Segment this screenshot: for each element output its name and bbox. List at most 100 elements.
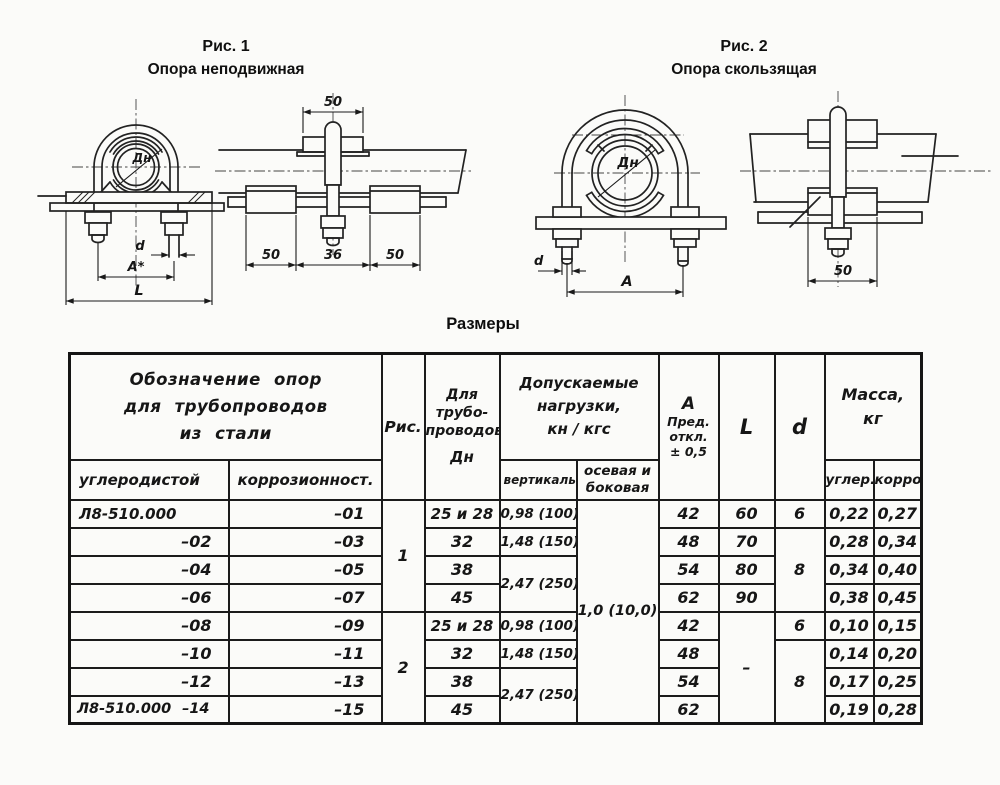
cell-carbon: –10 [68, 638, 230, 669]
cell-vert: 1,48 (150) [498, 638, 578, 669]
fig1-side-drawing: 50 50 36 50 [215, 93, 471, 271]
cell-a: 54 [657, 554, 720, 585]
cell-l: – [717, 610, 776, 725]
fig2-dim-d: d [534, 254, 544, 269]
cell-carbon: –12 [68, 666, 230, 697]
cell-corr: –13 [227, 666, 383, 697]
cell-carbon: –04 [68, 554, 230, 585]
cell-corr: –11 [227, 638, 383, 669]
cell-mass-carbon: 0,19 [823, 694, 875, 725]
cell-mass-carbon: 0,38 [823, 582, 875, 613]
cell-vert: 2,47 (250) [498, 554, 578, 613]
cell-mass-carbon: 0,34 [823, 554, 875, 585]
cell-vert: 0,98 (100) [498, 610, 578, 641]
cell-d: 8 [773, 638, 826, 725]
header-loads: Допускаемые нагрузки, кн / кгс [498, 352, 660, 461]
cell-mass-corr: 0,15 [872, 610, 923, 641]
fig2-dn-label: Дн [616, 155, 638, 171]
cell-vert: 1,48 (150) [498, 526, 578, 557]
cell-dn: 32 [423, 526, 501, 557]
fig2-side-drawing: 50 [740, 91, 992, 287]
dimensions-table: Обозначение опор для трубопроводов из ст… [68, 352, 924, 725]
bolt [824, 106, 852, 258]
cell-d: 6 [773, 610, 826, 641]
cell-carbon: –08 [68, 610, 230, 641]
table-row: –02 –03 32 1,48 (150) 48 70 8 0,28 0,34 [68, 526, 923, 613]
table-row: –04 –05 38 2,47 (250) 54 80 0,34 0,40 [68, 554, 923, 613]
cell-carbon: –02 [68, 526, 230, 557]
fig1-dim-d: d [135, 239, 145, 254]
fig1-dim-b36: 36 [324, 248, 342, 263]
cell-carbon: Л8-510.000 [68, 498, 230, 529]
cell-mass-carbon: 0,17 [823, 666, 875, 697]
fig2-caption-title: Опора скользящая [671, 61, 817, 78]
cell-a: 62 [657, 694, 720, 725]
fig1-dim-top50: 50 [324, 95, 342, 110]
nuts-and-bolts [84, 211, 188, 258]
fig1-caption: Рис. 1 Опора неподвижная [76, 38, 376, 79]
cell-mass-corr: 0,34 [872, 526, 923, 557]
header-axial-load: осевая и боковая [575, 458, 660, 501]
cell-l: 60 [717, 498, 776, 529]
cell-carbon: Л8-510.000 –14 [68, 694, 230, 725]
table-row: –06 –07 45 62 90 0,38 0,45 [68, 582, 923, 613]
cell-a: 62 [657, 582, 720, 613]
cell-l: 90 [717, 582, 776, 613]
cell-axial: 1,0 (10,0) [575, 498, 660, 725]
nuts-and-bolts [552, 206, 700, 267]
header-corrosion: коррозионност. [227, 458, 383, 501]
cell-dn: 25 и 28 [423, 498, 501, 529]
cell-mass-corr: 0,45 [872, 582, 923, 613]
cell-mass-carbon: 0,22 [823, 498, 875, 529]
header-d: d [773, 352, 826, 501]
cell-mass-corr: 0,28 [872, 694, 923, 725]
fig2-front-dimensions: Дн d A [534, 149, 684, 297]
cell-carbon-series: Л8-510.000 [77, 701, 172, 718]
cell-mass-corr: 0,40 [872, 554, 923, 585]
cell-carbon-suffix: –14 [182, 701, 210, 718]
cell-vert: 0,98 (100) [498, 498, 578, 529]
cell-fig: 1 [380, 498, 426, 613]
header-l: L [717, 352, 776, 501]
fig1-dim-l: L [134, 283, 143, 299]
fig1-front-drawing: Дн d A* L [37, 99, 225, 305]
cell-dn: 25 и 28 [423, 610, 501, 641]
cell-a: 54 [657, 666, 720, 697]
fig1-front-dimensions: Дн d A* L [65, 148, 213, 305]
cell-corr: –05 [227, 554, 383, 585]
cell-corr: –07 [227, 582, 383, 613]
table-row: Л8-510.000 –01 1 25 и 28 0,98 (100) 1,0 … [68, 498, 923, 725]
cell-dn: 45 [423, 582, 501, 613]
cell-a: 42 [657, 498, 720, 529]
cell-mass-carbon: 0,14 [823, 638, 875, 669]
cell-corr: –09 [227, 610, 383, 641]
header-vertical-load: вертикальн [498, 458, 578, 501]
fig2-side-dimensions: 50 [807, 217, 878, 287]
cell-a: 48 [657, 526, 720, 557]
cell-carbon: –06 [68, 582, 230, 613]
table-row: Л8-510.000 –14 –15 45 62 0,19 0,28 [68, 694, 923, 725]
header-mass-carbon: углер. [823, 458, 875, 501]
cell-corr: –01 [227, 498, 383, 529]
header-a: А Пред. откл. ± 0,5 [657, 352, 720, 501]
cell-mass-carbon: 0,28 [823, 526, 875, 557]
cell-fig: 2 [380, 610, 426, 725]
header-carbon: углеродистой [68, 458, 230, 501]
cell-dn: 38 [423, 554, 501, 585]
header-designation: Обозначение опор для трубопроводов из ст… [68, 352, 383, 461]
fig1-dim-a: A* [127, 260, 145, 275]
fig1-dn-label: Дн [132, 151, 152, 165]
table-title: Размеры [446, 315, 520, 333]
cell-l: 70 [717, 526, 776, 557]
cell-dn: 32 [423, 638, 501, 669]
table-row: –08 –09 2 25 и 28 0,98 (100) 42 – 6 0,10… [68, 610, 923, 725]
header-mass-corrosion: корроз. [872, 458, 923, 501]
cell-d: 8 [773, 526, 826, 613]
cell-a: 48 [657, 638, 720, 669]
fig1-caption-number: Рис. 1 [202, 38, 250, 55]
fig2-front-drawing: Дн d A [534, 95, 727, 297]
cell-a: 42 [657, 610, 720, 641]
table-row: –10 –11 32 1,48 (150) 48 8 0,14 0,20 [68, 638, 923, 725]
cell-dn: 38 [423, 666, 501, 697]
